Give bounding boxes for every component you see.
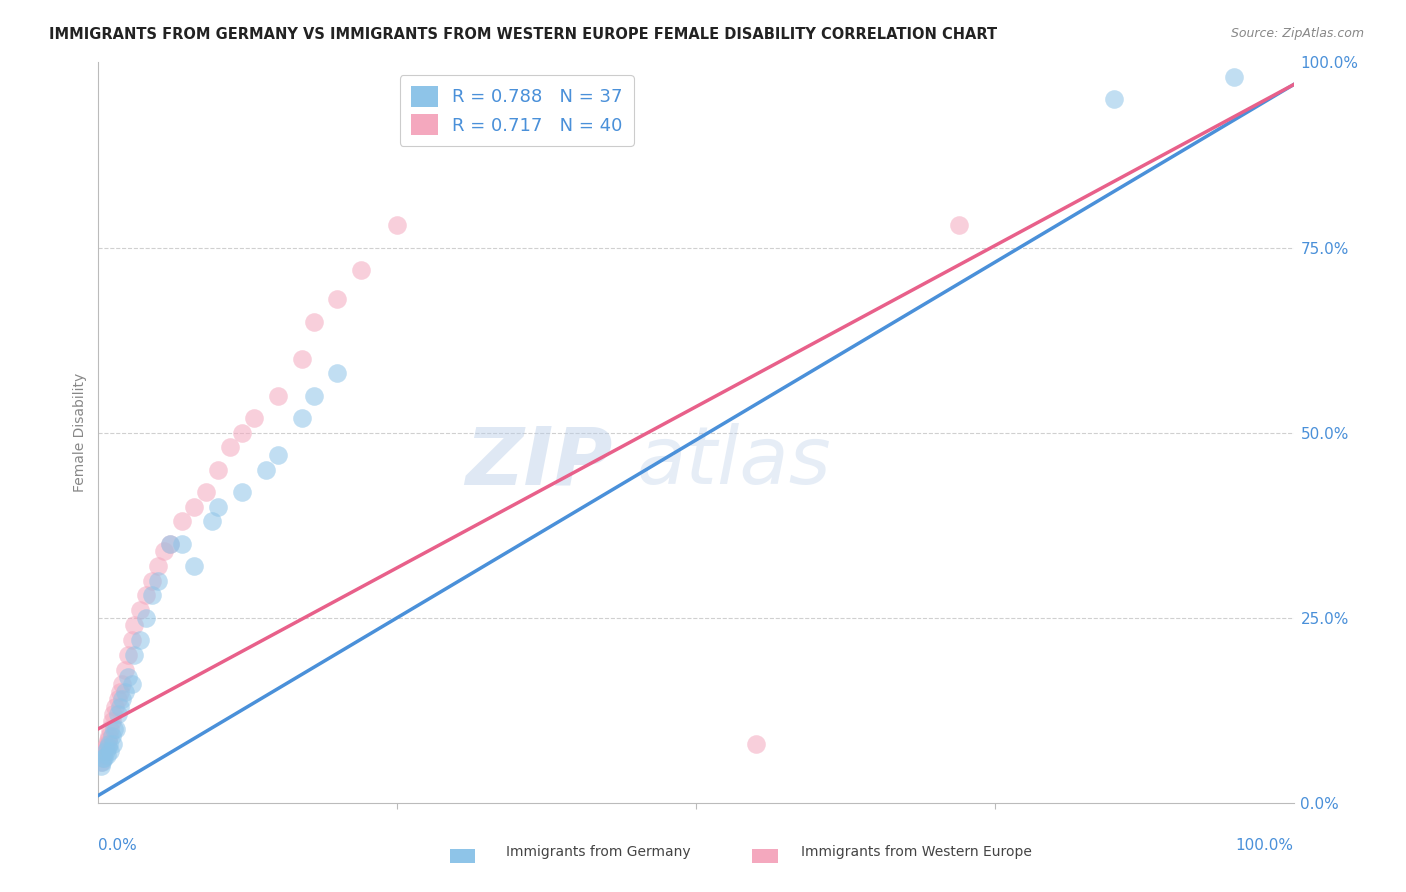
Point [93,744,115,758]
Point [290,410,312,425]
Point [385,219,409,233]
Text: atlas: atlas [636,423,831,501]
Point [105,722,128,736]
Point [98,722,122,736]
Point [96,747,118,762]
Point [302,389,325,403]
Point [1222,70,1246,85]
Point [103,722,125,736]
Point [100,729,122,743]
Point [172,537,194,551]
Point [135,589,157,603]
Text: Immigrants from Germany: Immigrants from Germany [506,846,690,859]
Y-axis label: Female Disability: Female Disability [73,373,87,492]
Point [231,425,253,440]
Point [124,648,146,662]
Point [104,699,127,714]
Point [159,537,181,551]
Point [91,747,114,762]
Point [141,574,163,588]
Point [117,648,139,662]
Text: Source: ZipAtlas.com: Source: ZipAtlas.com [1230,27,1364,40]
Point [91,751,114,765]
Point [242,410,264,425]
Point [172,515,194,529]
Point [108,685,131,699]
Point [93,751,115,765]
Point [207,462,229,476]
Point [114,685,136,699]
Point [121,677,143,691]
Point [101,737,124,751]
Point [267,389,290,403]
Point [254,462,277,476]
Point [90,755,112,769]
Point [290,351,312,366]
Point [107,692,129,706]
Point [96,737,118,751]
Point [90,758,112,772]
Text: IMMIGRANTS FROM GERMANY VS IMMIGRANTS FROM WESTERN EUROPE FEMALE DISABILITY CORR: IMMIGRANTS FROM GERMANY VS IMMIGRANTS FR… [49,27,997,42]
Point [100,714,122,729]
Point [98,729,121,743]
Point [219,441,242,455]
Point [94,740,117,755]
Point [107,706,129,721]
Point [114,663,136,677]
Point [267,448,290,462]
Legend: R = 0.788   N = 37, R = 0.717   N = 40: R = 0.788 N = 37, R = 0.717 N = 40 [399,75,634,145]
Point [194,484,217,499]
Point [111,692,134,706]
Point [94,744,117,758]
Point [121,632,143,647]
Text: Immigrants from Western Europe: Immigrants from Western Europe [801,846,1032,859]
Point [326,367,349,381]
Text: ZIP: ZIP [465,423,612,501]
Point [124,618,146,632]
Point [326,293,349,307]
Point [148,558,170,573]
Text: 100.0%: 100.0% [1236,838,1294,854]
Point [98,737,121,751]
Point [1102,93,1125,107]
Point [148,574,170,588]
Point [91,751,114,765]
Point [91,755,114,769]
Point [129,603,152,617]
Point [108,699,131,714]
Point [111,677,134,691]
Point [745,737,768,751]
Point [97,740,120,755]
Point [141,589,163,603]
Point [135,611,157,625]
Point [129,632,152,647]
Point [101,706,124,721]
Point [97,732,120,747]
Point [98,744,122,758]
Point [159,537,181,551]
Point [117,670,139,684]
Point [201,515,224,529]
Point [231,484,253,499]
Point [183,558,205,573]
Point [948,219,970,233]
Text: 0.0%: 0.0% [98,838,138,854]
Point [302,315,325,329]
Point [207,500,229,514]
Point [153,544,176,558]
Point [350,262,373,277]
Point [183,500,205,514]
